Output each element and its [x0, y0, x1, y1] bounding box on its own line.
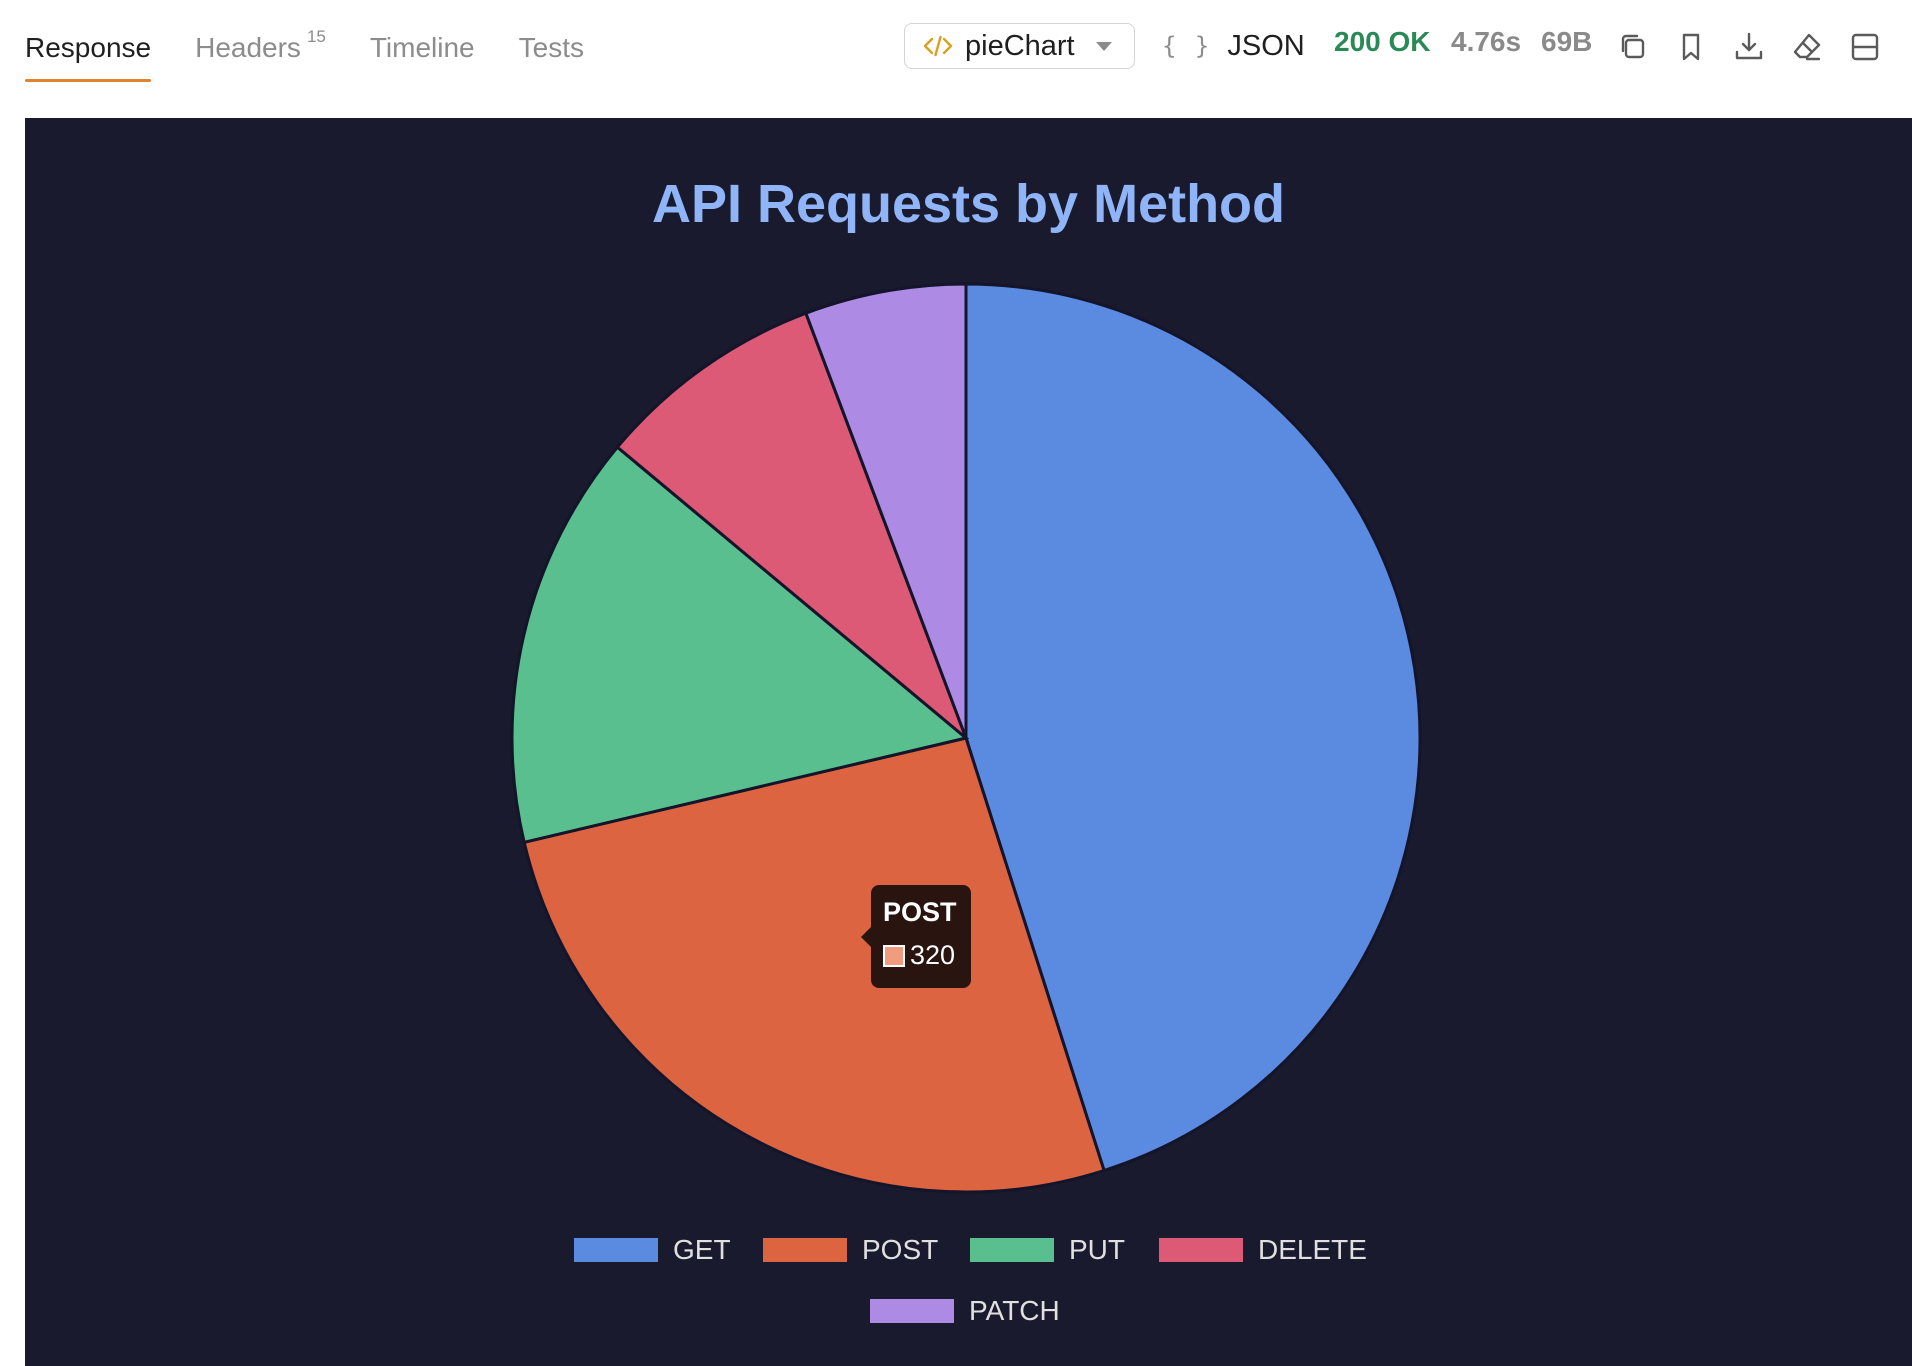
pie-slice-post[interactable]	[522, 736, 1106, 1194]
chart-title: API Requests by Method	[651, 174, 1286, 234]
braces-icon: { }	[1162, 32, 1212, 60]
preview-mode-label: pieChart	[965, 29, 1075, 62]
tooltip-value: 320	[910, 940, 956, 970]
legend-swatch	[970, 1238, 1054, 1262]
legend-item-put[interactable]: PUT	[970, 1234, 1125, 1266]
tab-headers-label: Headers	[195, 32, 301, 63]
legend-swatch	[574, 1238, 658, 1262]
copy-button[interactable]	[1616, 30, 1650, 64]
tab-response-label: Response	[25, 32, 152, 63]
layout-toggle-button[interactable]	[1848, 30, 1882, 64]
legend-swatch	[1159, 1238, 1243, 1262]
tab-headers[interactable]: Headers 15	[195, 0, 326, 96]
response-toolbar: Response Headers 15 Timeline Tests pieCh…	[0, 0, 1912, 96]
preview-mode-select[interactable]: pieChart	[904, 23, 1135, 69]
legend-label: DELETE	[1258, 1234, 1367, 1265]
legend-label: PATCH	[969, 1295, 1060, 1326]
clear-button[interactable]	[1790, 30, 1824, 64]
bookmark-icon	[1682, 33, 1700, 61]
tab-tests-label: Tests	[518, 32, 584, 63]
response-time: 4.76s	[1451, 26, 1522, 57]
legend-item-delete[interactable]: DELETE	[1159, 1234, 1367, 1266]
legend-item-patch[interactable]: PATCH	[870, 1295, 1060, 1327]
chevron-down-icon	[1096, 42, 1112, 51]
layout-icon	[1851, 33, 1879, 61]
legend-swatch	[763, 1238, 847, 1262]
pie-slice-put[interactable]	[510, 445, 970, 845]
chart-legend: GET POST PUT DELETE PATCH	[25, 118, 1912, 1366]
legend-label: POST	[862, 1234, 939, 1265]
tab-response[interactable]: Response	[25, 0, 152, 96]
tab-tests[interactable]: Tests	[519, 0, 584, 96]
chart-preview-panel: API Requests by Method GET POST PUT DELETE P…	[25, 118, 1912, 1366]
tooltip-swatch	[883, 944, 905, 967]
copy-icon	[1621, 34, 1645, 59]
tab-timeline-label: Timeline	[369, 32, 475, 63]
tooltip-label: POST	[883, 897, 957, 927]
response-size: 69B	[1541, 26, 1593, 57]
response-tabs: Response Headers 15 Timeline Tests	[25, 0, 628, 96]
json-format-toggle[interactable]: { } JSON	[1162, 22, 1305, 70]
headers-count-badge: 15	[306, 27, 326, 46]
pie-slice-delete[interactable]	[615, 311, 970, 743]
legend-label: GET	[673, 1234, 731, 1265]
legend-swatch	[870, 1299, 954, 1323]
tooltip-row: 320	[883, 940, 959, 971]
eraser-icon	[1793, 33, 1821, 61]
legend-label: PUT	[1069, 1234, 1125, 1265]
status-badge: 200 OK	[1334, 26, 1431, 57]
legend-item-get[interactable]: GET	[574, 1234, 731, 1266]
download-icon	[1735, 32, 1763, 60]
chart-tooltip: POST 320	[861, 885, 971, 988]
tab-timeline[interactable]: Timeline	[370, 0, 475, 96]
pie-slice-get[interactable]	[964, 282, 1422, 1173]
pie-slice-patch[interactable]	[803, 282, 968, 739]
bookmark-button[interactable]	[1674, 30, 1708, 64]
download-button[interactable]	[1732, 30, 1766, 64]
legend-item-post[interactable]: POST	[763, 1234, 938, 1266]
json-format-label: JSON	[1227, 29, 1305, 62]
pie-chart	[510, 282, 1422, 1194]
code-icon	[923, 35, 953, 57]
